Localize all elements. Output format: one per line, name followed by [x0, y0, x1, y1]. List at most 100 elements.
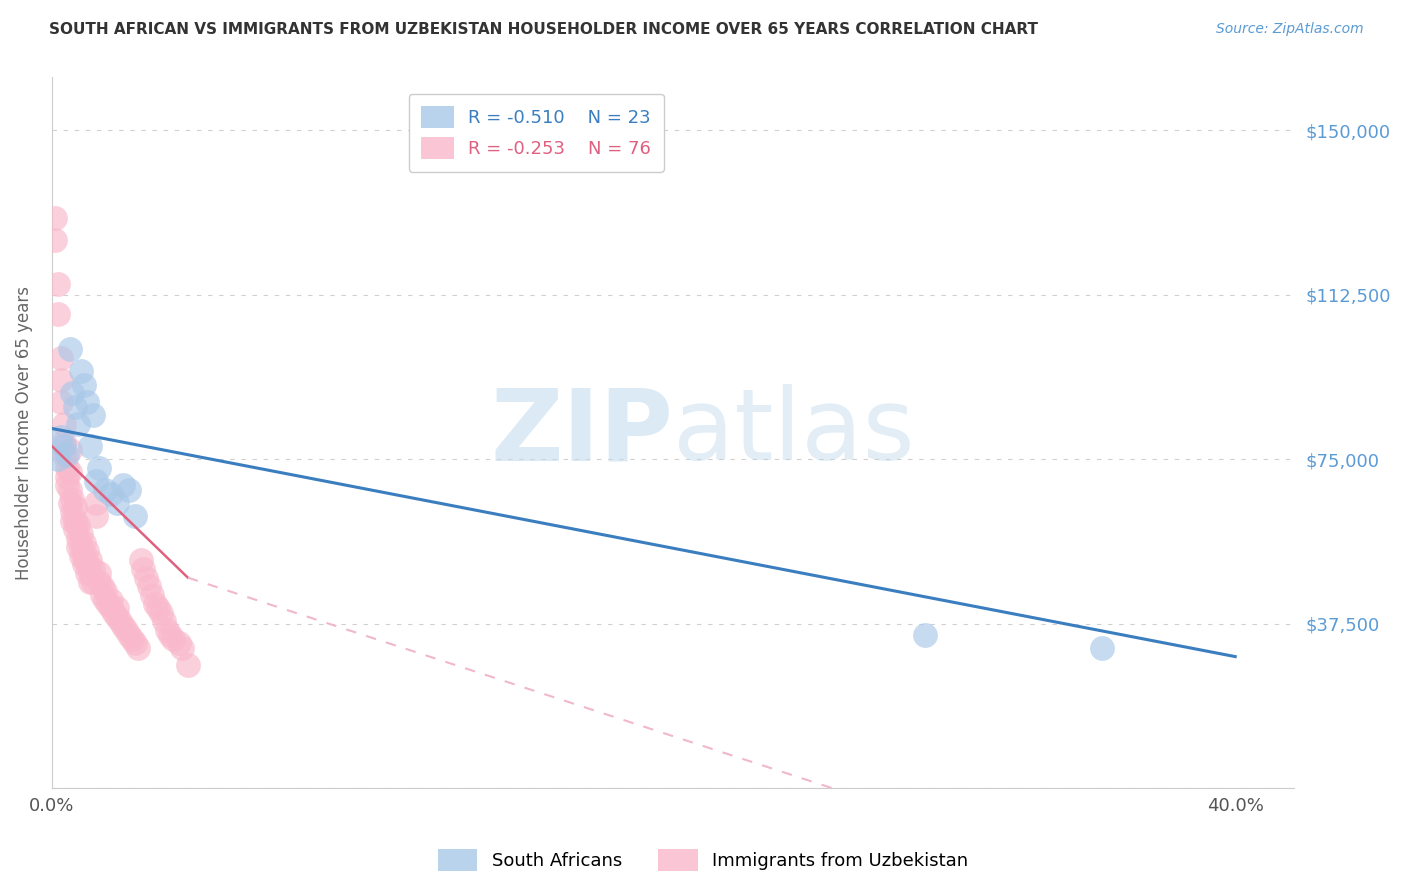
Point: [65, 522, 87, 536]
Point: [49, 351, 72, 366]
Point: [167, 636, 190, 650]
Point: [82, 409, 104, 423]
Point: [111, 619, 134, 633]
Point: [159, 628, 181, 642]
Point: [82, 562, 104, 576]
Point: [127, 640, 149, 655]
Point: [82, 574, 104, 589]
Point: [118, 628, 141, 642]
Point: [105, 496, 128, 510]
Point: [141, 588, 163, 602]
Point: [52, 439, 75, 453]
Point: [129, 553, 152, 567]
Point: [132, 562, 155, 576]
Point: [65, 500, 87, 515]
Point: [1091, 640, 1114, 655]
Point: [138, 579, 160, 593]
Text: SOUTH AFRICAN VS IMMIGRANTS FROM UZBEKISTAN HOUSEHOLDER INCOME OVER 65 YEARS COR: SOUTH AFRICAN VS IMMIGRANTS FROM UZBEKIS…: [49, 22, 1038, 37]
Point: [76, 544, 98, 558]
Point: [73, 558, 96, 572]
Point: [87, 566, 110, 581]
Point: [67, 518, 90, 533]
Point: [94, 483, 117, 497]
Point: [52, 434, 75, 449]
Point: [153, 615, 176, 629]
Point: [79, 553, 101, 567]
Point: [76, 566, 98, 581]
Point: [58, 466, 80, 480]
Point: [67, 417, 90, 431]
Point: [55, 448, 77, 462]
Point: [58, 496, 80, 510]
Point: [62, 514, 84, 528]
Point: [44, 233, 66, 247]
Point: [91, 588, 114, 602]
Point: [91, 579, 114, 593]
Point: [162, 632, 184, 646]
Point: [65, 514, 87, 528]
Point: [156, 624, 179, 638]
Point: [70, 364, 93, 378]
Point: [79, 574, 101, 589]
Point: [58, 343, 80, 357]
Point: [135, 571, 157, 585]
Point: [49, 430, 72, 444]
Point: [67, 531, 90, 545]
Point: [44, 211, 66, 225]
Point: [70, 526, 93, 541]
Point: [87, 461, 110, 475]
Point: [100, 487, 122, 501]
Point: [70, 540, 93, 554]
Point: [62, 491, 84, 506]
Point: [46, 277, 69, 291]
Text: ZIP: ZIP: [491, 384, 673, 482]
Point: [97, 597, 120, 611]
Point: [111, 478, 134, 492]
Point: [105, 610, 128, 624]
Text: Source: ZipAtlas.com: Source: ZipAtlas.com: [1216, 22, 1364, 37]
Point: [105, 601, 128, 615]
Point: [84, 474, 107, 488]
Point: [108, 615, 131, 629]
Point: [914, 628, 936, 642]
Point: [73, 535, 96, 549]
Point: [58, 483, 80, 497]
Point: [84, 509, 107, 524]
Point: [118, 483, 141, 497]
Point: [55, 469, 77, 483]
Point: [52, 448, 75, 462]
Legend: South Africans, Immigrants from Uzbekistan: South Africans, Immigrants from Uzbekist…: [430, 842, 976, 879]
Point: [94, 592, 117, 607]
Point: [52, 417, 75, 431]
Point: [100, 592, 122, 607]
Point: [79, 566, 101, 581]
Point: [177, 658, 200, 673]
Point: [150, 606, 173, 620]
Point: [58, 443, 80, 458]
Point: [121, 632, 143, 646]
Point: [55, 461, 77, 475]
Point: [55, 478, 77, 492]
Point: [62, 505, 84, 519]
Point: [73, 549, 96, 563]
Point: [76, 395, 98, 409]
Point: [143, 597, 166, 611]
Point: [62, 386, 84, 401]
Point: [49, 373, 72, 387]
Point: [100, 601, 122, 615]
Point: [84, 496, 107, 510]
Point: [124, 509, 146, 524]
Y-axis label: Householder Income Over 65 years: Householder Income Over 65 years: [15, 285, 32, 580]
Point: [46, 452, 69, 467]
Point: [46, 307, 69, 321]
Text: atlas: atlas: [673, 384, 915, 482]
Point: [70, 549, 93, 563]
Legend: R = -0.510    N = 23, R = -0.253    N = 76: R = -0.510 N = 23, R = -0.253 N = 76: [409, 94, 664, 172]
Point: [94, 583, 117, 598]
Point: [65, 400, 87, 414]
Point: [170, 640, 193, 655]
Point: [79, 439, 101, 453]
Point: [49, 395, 72, 409]
Point: [73, 377, 96, 392]
Point: [87, 574, 110, 589]
